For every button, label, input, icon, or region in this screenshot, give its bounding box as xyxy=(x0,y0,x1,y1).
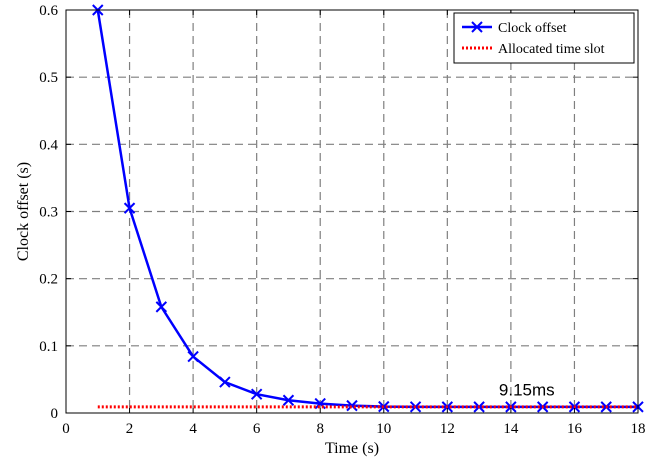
data-point xyxy=(155,301,168,313)
y-tick-label: 0.5 xyxy=(39,70,58,86)
x-tick-label: 16 xyxy=(567,421,583,437)
x-tick-label: 4 xyxy=(189,421,197,437)
legend: Clock offset Allocated time slot xyxy=(453,12,635,64)
series-layer xyxy=(92,4,644,413)
annotations: 9.15ms xyxy=(499,381,555,400)
x-tick-label: 18 xyxy=(631,421,646,437)
y-tick-label: 0.6 xyxy=(39,3,58,19)
data-point xyxy=(346,399,358,412)
y-tick-label: 0.4 xyxy=(39,137,58,153)
legend-marker xyxy=(471,21,483,33)
y-axis-label: Clock offset (s) xyxy=(15,162,32,261)
x-tick-label: 8 xyxy=(316,421,324,437)
grid xyxy=(66,10,638,413)
x-tick-label: 14 xyxy=(503,421,519,437)
legend-label: Allocated time slot xyxy=(498,42,605,57)
data-point xyxy=(250,388,263,400)
x-tick-label: 6 xyxy=(253,421,261,437)
data-point xyxy=(219,376,231,388)
x-tick-label: 2 xyxy=(126,421,134,437)
annotation-label: 9.15ms xyxy=(499,381,555,400)
x-tick-label: 12 xyxy=(440,421,455,437)
data-point xyxy=(282,394,295,406)
axis-ticks: 0 2 4 6 8 10 12 14 16 18 0 0.1 0.2 0.3 0.4 0.5 0.6 xyxy=(39,3,645,437)
x-tick-label: 0 xyxy=(62,421,70,437)
x-axis-label: Time (s) xyxy=(325,440,379,457)
series-line xyxy=(96,9,638,409)
data-point xyxy=(187,350,199,363)
y-tick-label: 0.1 xyxy=(39,339,58,355)
y-tick-label: 0.2 xyxy=(39,272,58,288)
series-1 xyxy=(92,4,644,413)
legend-label: Clock offset xyxy=(498,21,567,36)
y-tick-label: 0 xyxy=(51,406,59,422)
x-tick-label: 10 xyxy=(376,421,391,437)
data-point xyxy=(123,202,136,214)
legend-box xyxy=(453,12,635,64)
data-point xyxy=(378,400,390,413)
y-tick-label: 0.3 xyxy=(39,205,58,221)
